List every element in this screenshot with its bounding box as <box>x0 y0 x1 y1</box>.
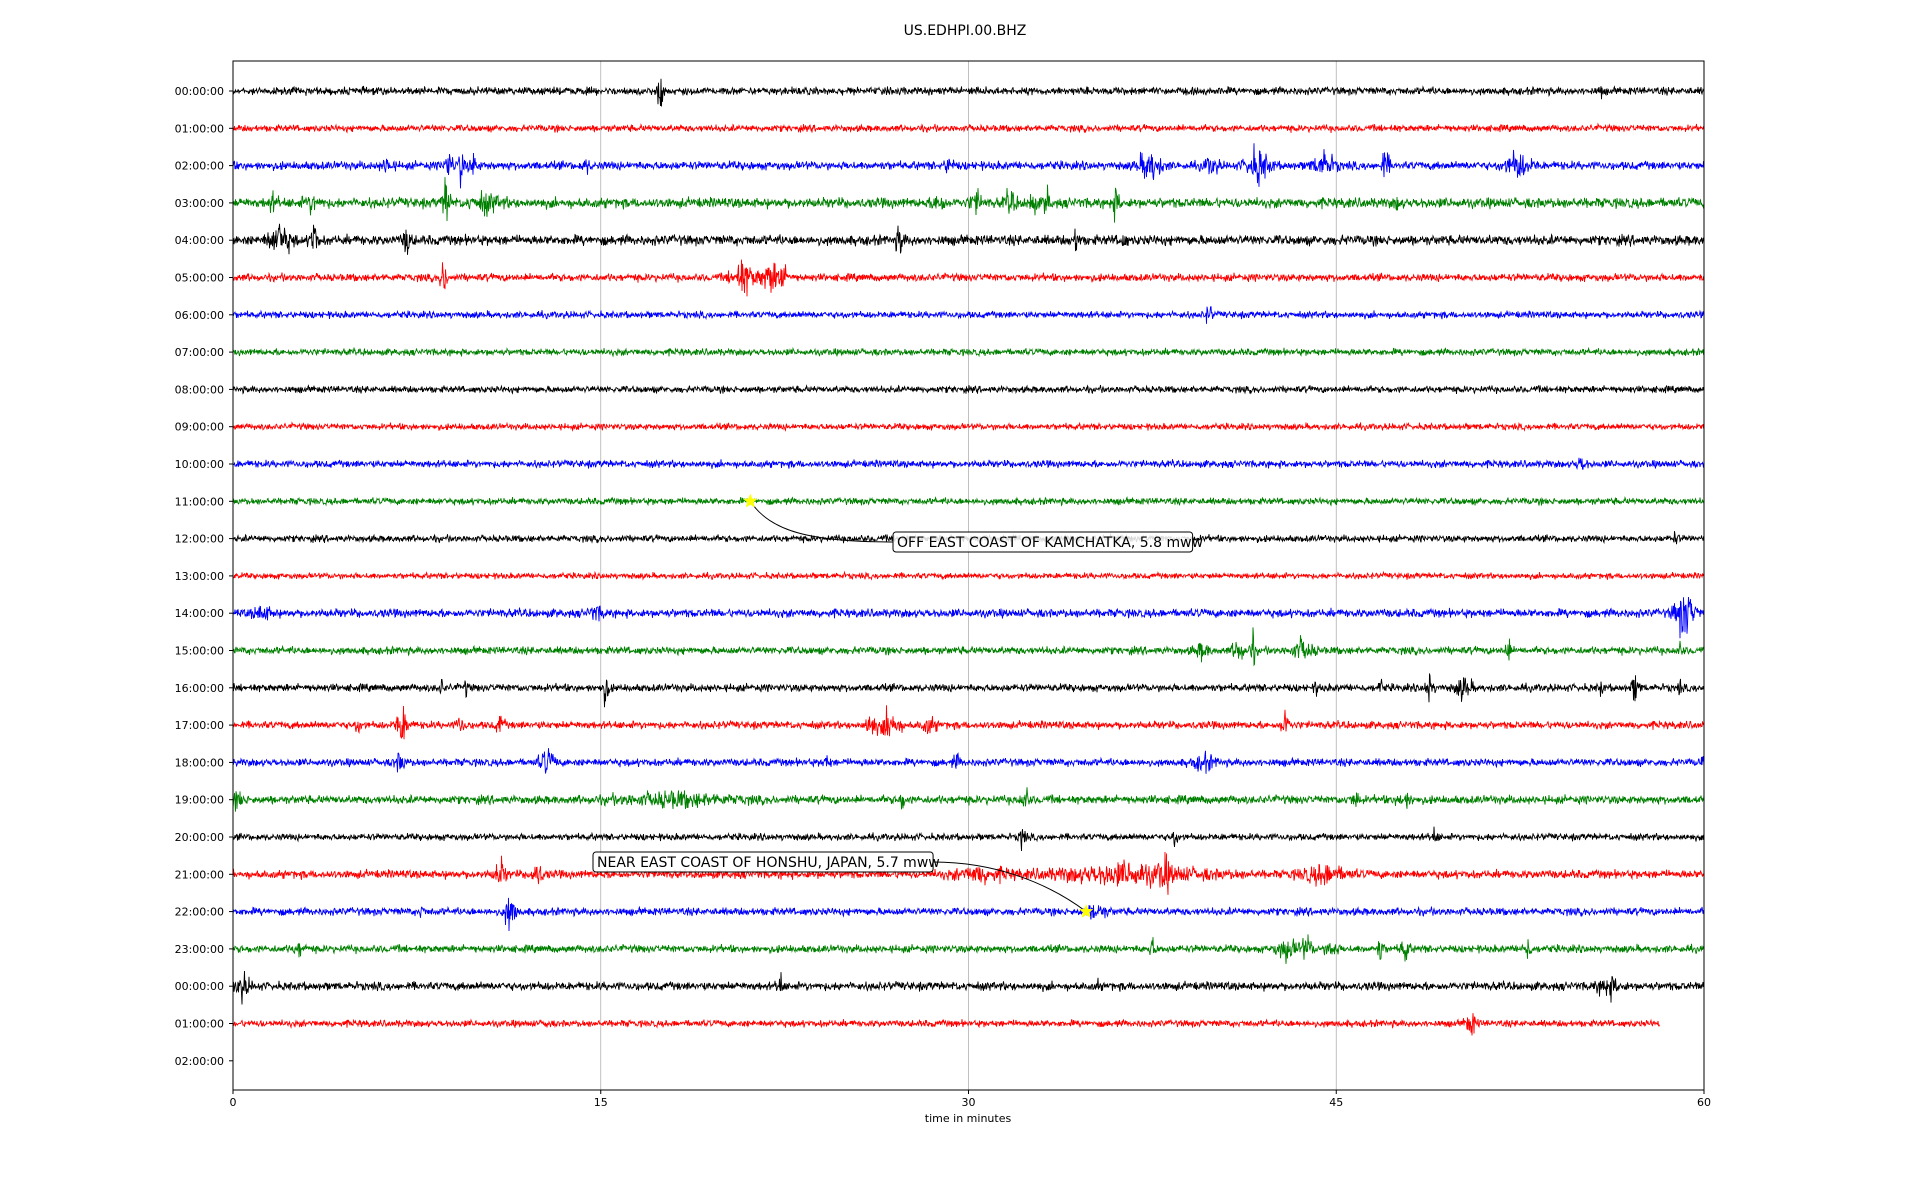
y-tick-label: 03:00:00 <box>175 197 224 210</box>
annotation-label: OFF EAST COAST OF KAMCHATKA, 5.8 mww <box>897 535 1203 551</box>
event-annotations: OFF EAST COAST OF KAMCHATKA, 5.8 mww NEAR… <box>592 493 1203 918</box>
annotation-label: NEAR EAST COAST OF HONSHU, JAPAN, 5.7 mw… <box>597 855 940 871</box>
y-tick-label: 14:00:00 <box>175 607 224 620</box>
annotation-box <box>592 851 934 873</box>
event-star-marker <box>742 493 758 508</box>
x-tick-label: 0 <box>230 1096 237 1109</box>
y-tick-label: 16:00:00 <box>175 682 224 695</box>
y-tick-label: 04:00:00 <box>175 234 224 247</box>
trace-line <box>232 897 1704 932</box>
y-tick-label: 01:00:00 <box>175 1018 224 1031</box>
y-tick-label: 22:00:00 <box>175 906 224 919</box>
trace-line <box>232 851 1705 895</box>
trace-line <box>232 934 1705 964</box>
y-tick-label: 00:00:00 <box>175 980 224 993</box>
y-tick-label: 23:00:00 <box>175 943 224 956</box>
trace-line <box>232 787 1705 812</box>
trace-line <box>232 1013 1660 1036</box>
x-tick-label: 60 <box>1697 1096 1711 1109</box>
trace-line <box>232 673 1705 708</box>
event-star-marker <box>1078 903 1094 918</box>
annotation-box <box>892 531 1194 553</box>
y-tick-label: 07:00:00 <box>175 346 224 359</box>
x-axis-label: time in minutes <box>925 1112 1012 1125</box>
y-tick-label: 05:00:00 <box>175 272 224 285</box>
x-tick-label: 45 <box>1329 1096 1343 1109</box>
trace-line <box>232 596 1705 639</box>
y-tick-label: 15:00:00 <box>175 645 224 658</box>
y-tick-label: 20:00:00 <box>175 831 224 844</box>
trace-line <box>232 143 1705 189</box>
trace-line <box>232 306 1705 324</box>
y-tick-label: 08:00:00 <box>175 383 224 396</box>
seismic-traces <box>232 78 1705 1036</box>
trace-line <box>232 384 1705 395</box>
y-tick-label: 06:00:00 <box>175 309 224 322</box>
annotation-connector <box>933 861 1087 913</box>
trace-line <box>232 223 1705 255</box>
trace-line <box>232 78 1705 107</box>
y-tick-label: 01:00:00 <box>175 122 224 135</box>
y-tick-label: 19:00:00 <box>175 794 224 807</box>
trace-line <box>232 748 1705 774</box>
trace-line <box>232 457 1705 471</box>
y-tick-label: 10:00:00 <box>175 458 224 471</box>
x-ticks: 0 15 30 45 60 <box>230 1090 1711 1109</box>
y-tick-label: 21:00:00 <box>175 868 224 881</box>
y-tick-label: 02:00:00 <box>175 160 224 173</box>
x-tick-label: 15 <box>594 1096 608 1109</box>
annotation-connector <box>749 501 894 543</box>
y-tick-label: 18:00:00 <box>175 756 224 769</box>
y-tick-label: 11:00:00 <box>175 495 224 508</box>
chart-title: US.EDHPI.00.BHZ <box>904 23 1027 39</box>
y-tick-label: 09:00:00 <box>175 421 224 434</box>
y-tick-labels: 00:00:00 01:00:00 02:00:00 03:00:00 04:00:00… <box>175 85 233 1068</box>
trace-line <box>232 970 1705 1005</box>
trace-line <box>232 177 1705 223</box>
trace-line <box>232 259 1705 297</box>
trace-line <box>232 705 1705 740</box>
trace-line <box>232 421 1705 432</box>
y-tick-label: 12:00:00 <box>175 533 224 546</box>
y-tick-label: 13:00:00 <box>175 570 224 583</box>
x-tick-label: 30 <box>962 1096 976 1109</box>
trace-line <box>232 826 1705 852</box>
trace-line <box>232 496 1705 507</box>
y-tick-label: 17:00:00 <box>175 719 224 732</box>
trace-line <box>232 346 1705 358</box>
y-tick-label: 02:00:00 <box>175 1055 224 1068</box>
trace-line <box>232 627 1705 667</box>
trace-line <box>232 570 1705 581</box>
trace-line <box>232 122 1705 134</box>
y-tick-label: 00:00:00 <box>175 85 224 98</box>
